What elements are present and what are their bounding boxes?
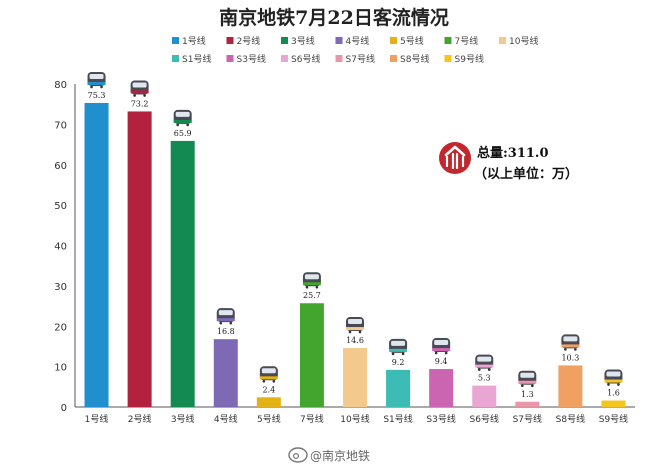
bar-value-label: 25.7 bbox=[303, 291, 321, 300]
legend: 1号线 2号线 3号线 4号线 5号线 7号线 10号线 S1号线 S3号线 S6号线 S7号线 S8… bbox=[172, 35, 538, 65]
bar-value-label: 5.3 bbox=[478, 374, 491, 383]
x-tick-label: S6号线 bbox=[470, 413, 499, 425]
train-icon bbox=[604, 369, 623, 386]
y-tick-label: 30 bbox=[54, 282, 67, 293]
bar-value-label: 16.8 bbox=[217, 327, 235, 336]
x-tick-label: S7号线 bbox=[513, 413, 542, 425]
train-icon bbox=[475, 354, 494, 371]
bar bbox=[213, 339, 238, 407]
bar-value-label: 9.2 bbox=[392, 358, 405, 367]
x-tick-label: 10号线 bbox=[340, 413, 369, 425]
legend-item-label: 2号线 bbox=[237, 35, 261, 47]
x-tick-label: 4号线 bbox=[214, 413, 238, 425]
legend-swatch bbox=[281, 37, 288, 44]
bar-value-label: 75.3 bbox=[88, 91, 106, 100]
legend-item-label: 10号线 bbox=[509, 35, 538, 47]
x-tick-label: S1号线 bbox=[383, 413, 412, 425]
bar-value-label: 2.4 bbox=[262, 385, 275, 394]
train-icon bbox=[130, 80, 149, 97]
y-tick-labels: 0 10 20 30 40 50 60 70 80 bbox=[54, 80, 67, 414]
legend-swatch bbox=[444, 37, 452, 44]
y-tick-label: 60 bbox=[54, 161, 67, 172]
bar bbox=[127, 111, 152, 407]
bar bbox=[472, 385, 497, 407]
x-tick-label: 1号线 bbox=[85, 413, 109, 425]
bars: 75.3 1号线 73.2 2号线 65.9 3号线 16.8 4号线 2.4 5号线 25.7 7号… bbox=[84, 71, 628, 425]
legend-swatch bbox=[390, 55, 397, 62]
legend-item-label: 1号线 bbox=[182, 35, 206, 47]
chart-title: 南京地铁7月22日客流情况 bbox=[219, 6, 449, 29]
bar-value-label: 1.3 bbox=[521, 390, 534, 399]
legend-swatch bbox=[172, 55, 179, 62]
bar bbox=[170, 140, 195, 407]
train-icon bbox=[259, 366, 278, 383]
legend-swatch bbox=[335, 55, 343, 62]
legend-item-label: S1号线 bbox=[182, 53, 211, 65]
y-tick-label: 50 bbox=[54, 201, 67, 212]
bar-value-label: 1.6 bbox=[607, 389, 620, 398]
train-icon bbox=[432, 338, 451, 355]
legend-item-label: S6号线 bbox=[291, 53, 320, 65]
x-tick-label: 5号线 bbox=[257, 413, 281, 425]
train-icon bbox=[173, 109, 192, 127]
x-tick-label: 3号线 bbox=[171, 413, 195, 425]
total-text: 总量:311.0 bbox=[477, 145, 549, 161]
bar bbox=[515, 401, 540, 407]
legend-item-label: 4号线 bbox=[346, 35, 370, 47]
legend-swatch bbox=[172, 37, 179, 44]
bar-value-label: 73.2 bbox=[131, 99, 149, 108]
watermark-text: @南京地铁 bbox=[310, 448, 370, 463]
y-tick-label: 0 bbox=[61, 403, 67, 414]
bar bbox=[386, 369, 411, 407]
bar bbox=[343, 348, 367, 407]
x-tick-label: S9号线 bbox=[599, 413, 628, 425]
weibo-icon bbox=[288, 447, 308, 463]
legend-item-label: S7号线 bbox=[346, 53, 375, 65]
legend-item-label: S9号线 bbox=[455, 53, 484, 65]
train-icon bbox=[302, 272, 321, 289]
nanjing-metro-logo-icon bbox=[439, 142, 471, 174]
legend-swatch bbox=[281, 55, 288, 62]
x-tick-label: S3号线 bbox=[426, 413, 455, 425]
x-tick-label: 7号线 bbox=[300, 413, 324, 425]
legend-swatch bbox=[390, 37, 397, 44]
y-tick-label: 40 bbox=[54, 242, 67, 253]
train-icon bbox=[346, 317, 364, 334]
x-tick-label: S8号线 bbox=[556, 413, 585, 425]
x-tick-label: 2号线 bbox=[128, 413, 152, 425]
bar-value-label: 14.6 bbox=[346, 336, 364, 345]
bar bbox=[601, 400, 626, 407]
legend-item-label: S3号线 bbox=[237, 53, 266, 65]
unit-text: （以上单位：万） bbox=[474, 166, 578, 182]
bar bbox=[84, 102, 109, 407]
y-tick-label: 10 bbox=[54, 363, 67, 374]
bar bbox=[299, 303, 324, 407]
watermark: @南京地铁 bbox=[288, 447, 370, 463]
bar-value-label: 65.9 bbox=[174, 129, 192, 138]
legend-swatch bbox=[226, 55, 234, 62]
legend-swatch bbox=[499, 37, 506, 44]
y-tick-label: 80 bbox=[54, 80, 67, 91]
legend-item-label: 5号线 bbox=[400, 35, 424, 47]
train-icon bbox=[561, 334, 580, 351]
legend-swatch bbox=[335, 37, 343, 44]
legend-item-label: 7号线 bbox=[455, 35, 479, 47]
y-tick-label: 70 bbox=[54, 120, 67, 131]
train-icon bbox=[87, 71, 106, 89]
bar bbox=[256, 397, 281, 407]
bar-value-label: 9.4 bbox=[435, 357, 448, 366]
bar bbox=[558, 365, 583, 407]
train-icon bbox=[389, 338, 408, 356]
legend-item-label: 3号线 bbox=[291, 35, 315, 47]
legend-swatch bbox=[444, 55, 452, 62]
train-icon bbox=[216, 308, 235, 325]
legend-item-label: S8号线 bbox=[400, 53, 429, 65]
bar bbox=[429, 369, 454, 407]
bar-value-label: 10.3 bbox=[561, 353, 579, 362]
legend-swatch bbox=[226, 37, 234, 44]
total-annotation: 总量:311.0 （以上单位：万） bbox=[439, 142, 578, 182]
train-icon bbox=[518, 370, 537, 388]
y-tick-label: 20 bbox=[54, 322, 67, 333]
